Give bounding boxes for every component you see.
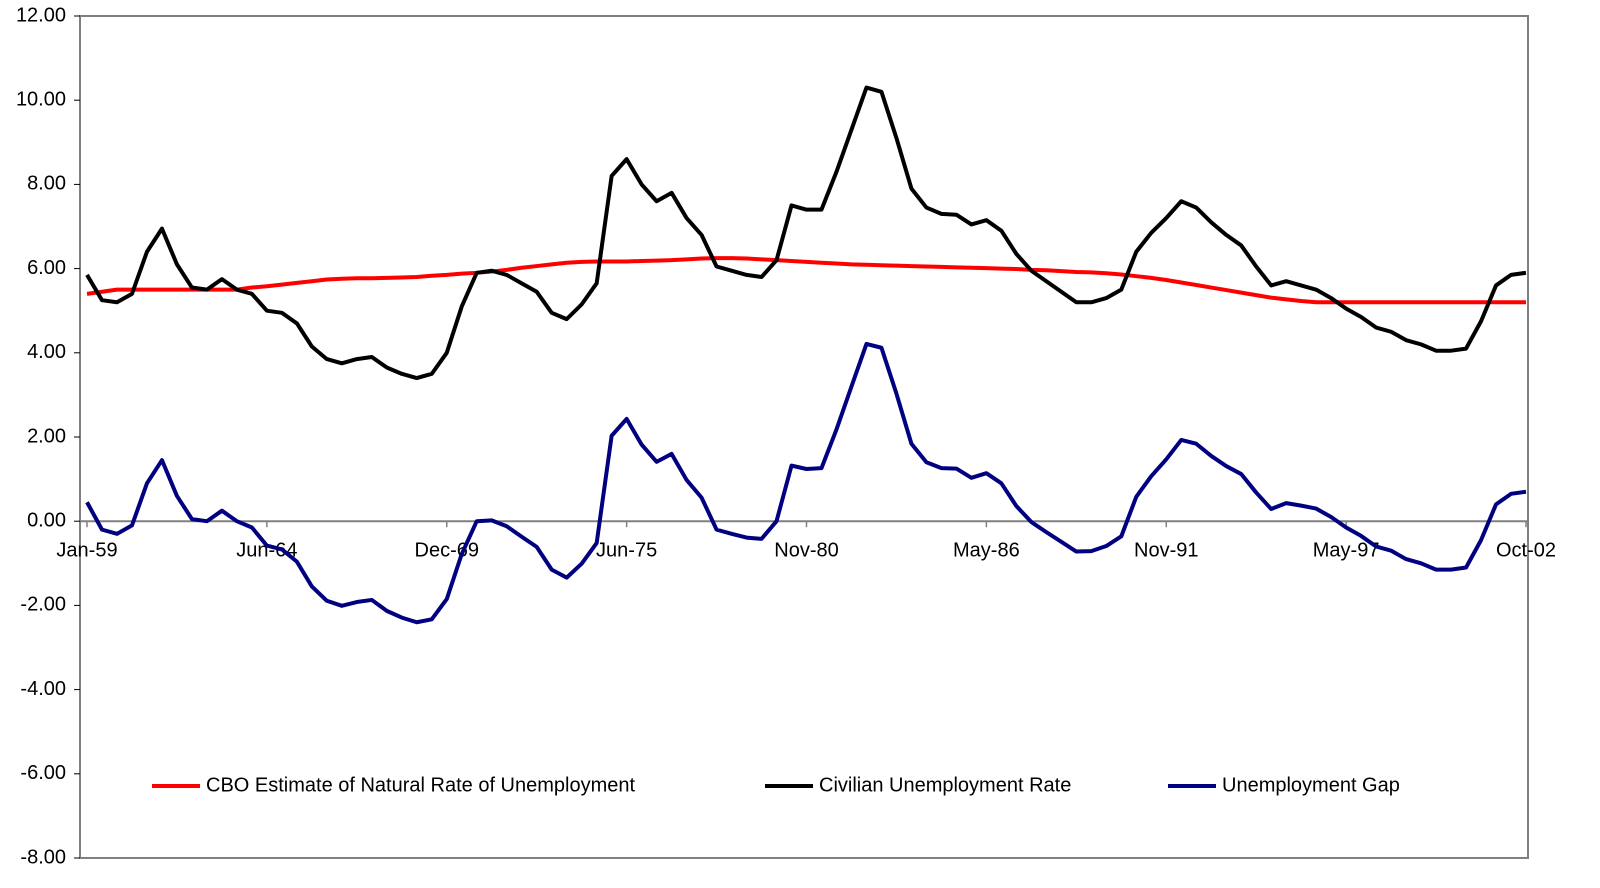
y-tick-label: 0.00: [27, 509, 66, 531]
y-tick-label: 8.00: [27, 173, 66, 195]
legend-label: Civilian Unemployment Rate: [819, 774, 1071, 796]
x-tick-label: Jun-64: [236, 539, 297, 561]
plot-frame: [79, 15, 1529, 859]
y-tick-label: 10.00: [16, 88, 66, 110]
legend-label: Unemployment Gap: [1222, 774, 1400, 796]
x-tick-label: Nov-91: [1134, 539, 1198, 561]
y-tick-label: 2.00: [27, 425, 66, 447]
y-tick-label: -4.00: [20, 678, 66, 700]
y-tick-label: 6.00: [27, 257, 66, 279]
series-line: [85, 85, 1527, 381]
x-tick-label: Dec-69: [415, 539, 479, 561]
x-tick-label: Jun-75: [596, 539, 657, 561]
y-tick-label: -8.00: [20, 846, 66, 868]
y-tick-label: 12.00: [16, 4, 66, 26]
y-tick-label: -2.00: [20, 594, 66, 616]
series-line: [86, 256, 1526, 305]
x-tick-label: Nov-80: [774, 539, 838, 561]
legend-label: CBO Estimate of Natural Rate of Unemploy…: [206, 774, 636, 796]
x-tick-label: May-86: [953, 539, 1020, 561]
y-tick-label: -6.00: [20, 762, 66, 784]
x-tick-label: Oct-02: [1496, 539, 1556, 561]
y-tick-label: 4.00: [27, 341, 66, 363]
x-tick-label: Jan-59: [56, 539, 117, 561]
x-tick-label: May-97: [1313, 539, 1380, 561]
series-line: [85, 341, 1527, 625]
